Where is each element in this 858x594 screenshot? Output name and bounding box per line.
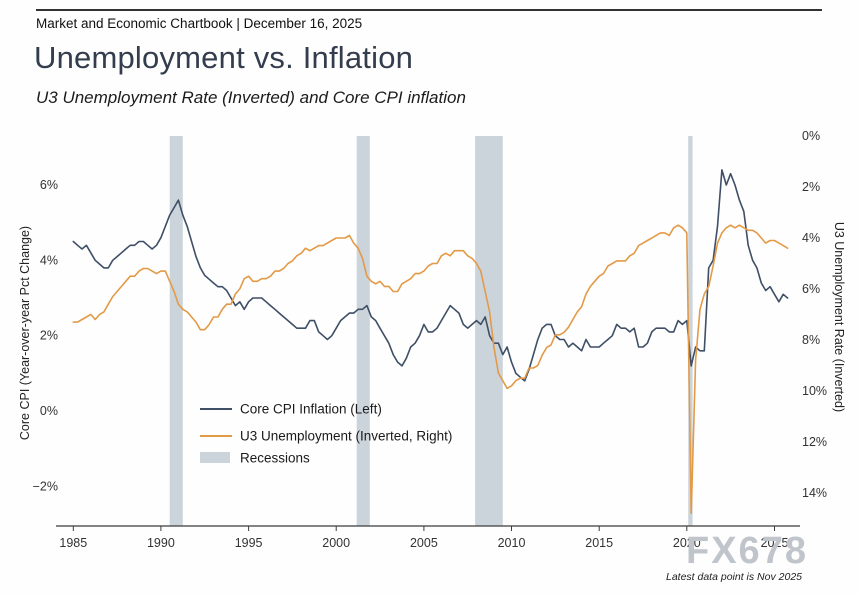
- chart-canvas: 1985 1990 1995 2000 2005 2010 2015 2020 2025 6% 4%…: [33, 129, 827, 550]
- right-tick-label: 6%: [802, 282, 820, 296]
- left-tick-label: −2%: [33, 479, 58, 493]
- recession-band: [169, 136, 183, 526]
- x-tick-label: 2025: [761, 536, 789, 550]
- x-tick-label: 2000: [322, 536, 350, 550]
- right-tick-label: 10%: [802, 384, 827, 398]
- x-tick-label: 2010: [498, 536, 526, 550]
- footnote: Latest data point is Nov 2025: [665, 571, 802, 583]
- left-tick-label: 2%: [40, 329, 58, 343]
- top-rule: [36, 9, 822, 11]
- x-tick-label: 1990: [147, 536, 175, 550]
- x-tick-label: 2015: [585, 536, 613, 550]
- legend-label-0: Core CPI Inflation (Left): [240, 402, 382, 417]
- series-line-0: [72, 169, 789, 382]
- x-tick-label: 2020: [673, 536, 701, 550]
- recession-band: [356, 136, 370, 526]
- page-title: Unemployment vs. Inflation: [34, 40, 414, 75]
- x-tick-label: 1985: [59, 536, 87, 550]
- right-tick-label: 12%: [802, 435, 827, 449]
- chartbook-header: Market and Economic Chartbook | December…: [36, 16, 363, 31]
- legend-label-1: U3 Unemployment (Inverted, Right): [240, 429, 452, 444]
- right-tick-label: 4%: [802, 231, 820, 245]
- watermark: FX678: [686, 530, 808, 572]
- legend-label-recessions: Recessions: [240, 451, 310, 466]
- right-tick-label: 0%: [802, 129, 820, 143]
- right-tick-label: 8%: [802, 333, 820, 347]
- x-tick-label: 1995: [235, 536, 263, 550]
- legend-swatch-recessions: [200, 452, 230, 463]
- left-tick-label: 4%: [40, 253, 58, 267]
- recession-band: [688, 136, 693, 526]
- left-tick-label: 6%: [40, 178, 58, 192]
- right-tick-label: 2%: [802, 180, 820, 194]
- x-tick-label: 2005: [410, 536, 438, 550]
- left-tick-label: 0%: [40, 404, 58, 418]
- series-line-1: [72, 224, 789, 515]
- page-subtitle: U3 Unemployment Rate (Inverted) and Core…: [36, 88, 466, 107]
- right-tick-label: 14%: [802, 486, 827, 500]
